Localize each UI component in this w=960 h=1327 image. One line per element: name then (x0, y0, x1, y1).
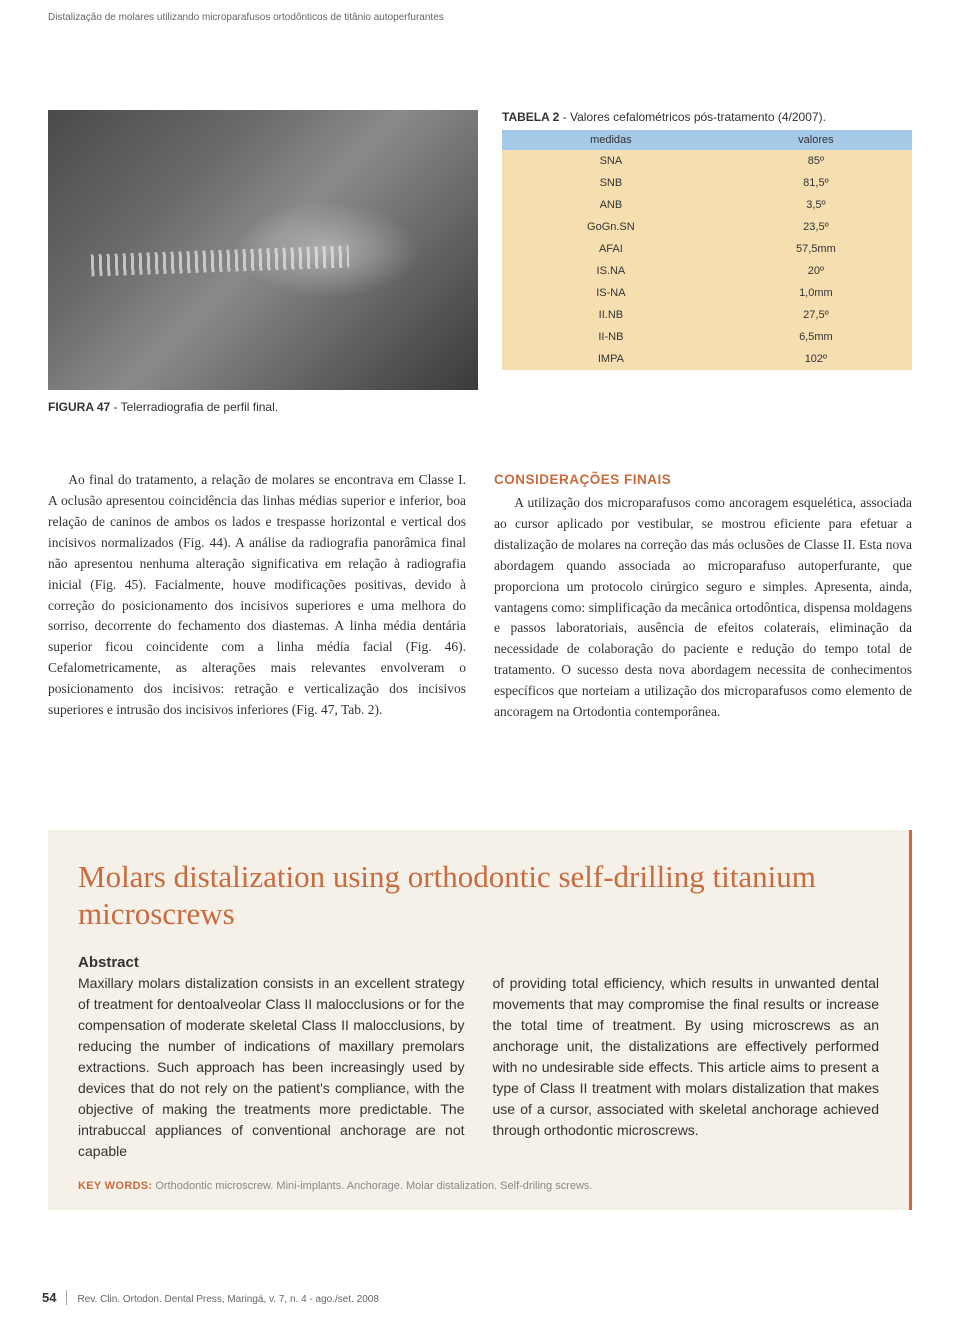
footer-citation: Rev. Clin. Ortodon. Dental Press, Maring… (77, 1294, 378, 1305)
figure-caption: FIGURA 47 - Telerradiografia de perfil f… (48, 400, 478, 414)
body-right-column: CONSIDERAÇÕES FINAIS A utilização dos mi… (494, 470, 912, 723)
table-row: AFAI57,5mm (502, 238, 912, 260)
table-column: TABELA 2 - Valores cefalométricos pós-tr… (502, 110, 912, 414)
table-row: ANB3,5º (502, 194, 912, 216)
running-header: Distalização de molares utilizando micro… (48, 12, 444, 23)
abstract-english-title: Molars distalization using orthodontic s… (78, 858, 879, 932)
abstract-box: Molars distalization using orthodontic s… (48, 830, 912, 1210)
body-text: Ao final do tratamento, a relação de mol… (48, 470, 912, 723)
abstract-left-col: Maxillary molars distalization consists … (78, 973, 465, 1162)
figure-label: FIGURA 47 (48, 400, 110, 414)
table-body: SNA85ºSNB81,5ºANB3,5ºGoGn.SN23,5ºAFAI57,… (502, 150, 912, 370)
table-header-row: medidas valores (502, 130, 912, 150)
keywords-line: KEY WORDS: Orthodontic microscrew. Mini-… (78, 1180, 879, 1192)
table-row: IS-NA1,0mm (502, 282, 912, 304)
table-title: TABELA 2 - Valores cefalométricos pós-tr… (502, 110, 912, 124)
table-cell-valor: 85º (720, 150, 912, 172)
table-cell-medida: IS.NA (502, 260, 720, 282)
radiograph-image (48, 110, 478, 390)
table-cell-valor: 20º (720, 260, 912, 282)
table-cell-valor: 57,5mm (720, 238, 912, 260)
cephalometric-table: medidas valores SNA85ºSNB81,5ºANB3,5ºGoG… (502, 130, 912, 370)
table-cell-medida: IMPA (502, 348, 720, 370)
table-row: IMPA102º (502, 348, 912, 370)
body-right-para: A utilização dos microparafusos como anc… (494, 493, 912, 723)
table-cell-valor: 6,5mm (720, 326, 912, 348)
body-left-column: Ao final do tratamento, a relação de mol… (48, 470, 466, 723)
table-cell-valor: 23,5º (720, 216, 912, 238)
abstract-columns: Maxillary molars distalization consists … (78, 973, 879, 1162)
table-cell-valor: 3,5º (720, 194, 912, 216)
table-cell-valor: 27,5º (720, 304, 912, 326)
table-cell-medida: SNA (502, 150, 720, 172)
table-cell-medida: SNB (502, 172, 720, 194)
table-cell-medida: ANB (502, 194, 720, 216)
keywords-label: KEY WORDS: (78, 1180, 152, 1192)
table-row: II.NB27,5º (502, 304, 912, 326)
table-title-text: - Valores cefalométricos pós-tratamento … (559, 110, 826, 124)
table-label: TABELA 2 (502, 110, 559, 124)
table-col-valores: valores (720, 130, 912, 150)
abstract-heading: Abstract (78, 954, 879, 971)
abstract-right-col: of providing total efficiency, which res… (493, 973, 880, 1162)
page-number: 54 (42, 1290, 67, 1305)
table-cell-medida: II.NB (502, 304, 720, 326)
body-left-para: Ao final do tratamento, a relação de mol… (48, 470, 466, 721)
table-cell-medida: AFAI (502, 238, 720, 260)
table-col-medidas: medidas (502, 130, 720, 150)
table-row: IS.NA20º (502, 260, 912, 282)
section-heading-consideracoes: CONSIDERAÇÕES FINAIS (494, 470, 912, 491)
table-cell-valor: 102º (720, 348, 912, 370)
table-cell-medida: II-NB (502, 326, 720, 348)
table-row: SNA85º (502, 150, 912, 172)
page-footer: 54 Rev. Clin. Ortodon. Dental Press, Mari… (42, 1290, 379, 1305)
figure-caption-text: - Telerradiografia de perfil final. (110, 400, 278, 414)
table-cell-valor: 81,5º (720, 172, 912, 194)
top-section: FIGURA 47 - Telerradiografia de perfil f… (48, 110, 912, 414)
table-cell-medida: IS-NA (502, 282, 720, 304)
keywords-text: Orthodontic microscrew. Mini-implants. A… (152, 1180, 592, 1192)
figure-column: FIGURA 47 - Telerradiografia de perfil f… (48, 110, 478, 414)
table-cell-valor: 1,0mm (720, 282, 912, 304)
table-row: II-NB6,5mm (502, 326, 912, 348)
table-row: GoGn.SN23,5º (502, 216, 912, 238)
table-cell-medida: GoGn.SN (502, 216, 720, 238)
table-row: SNB81,5º (502, 172, 912, 194)
